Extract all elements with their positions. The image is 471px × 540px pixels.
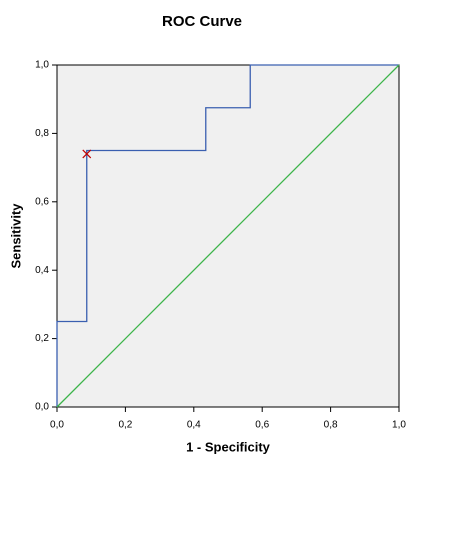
x-tick-label: 0,2 — [118, 420, 132, 431]
series-line — [56, 64, 399, 407]
y-tick-label: 0,2 — [35, 333, 49, 344]
y-tick-label: 0,8 — [35, 128, 49, 139]
x-tick-label: 0,8 — [324, 420, 338, 431]
x-tick-label: 0,0 — [50, 420, 64, 431]
series-line — [56, 64, 400, 408]
marker — [82, 149, 92, 159]
x-tick-label: 0,6 — [255, 420, 269, 431]
chart-title: ROC Curve — [162, 13, 242, 30]
y-tick-label: 0,6 — [35, 196, 49, 207]
y-tick-label: 0,0 — [35, 402, 49, 413]
y-axis-label: Sensitivity — [8, 203, 23, 269]
x-tick-label: 1,0 — [392, 420, 406, 431]
x-tick-label: 0,4 — [187, 420, 201, 431]
y-tick-label: 0,4 — [35, 265, 49, 276]
x-axis-label: 1 - Specificity — [186, 439, 271, 454]
y-tick-label: 1,0 — [35, 60, 49, 71]
